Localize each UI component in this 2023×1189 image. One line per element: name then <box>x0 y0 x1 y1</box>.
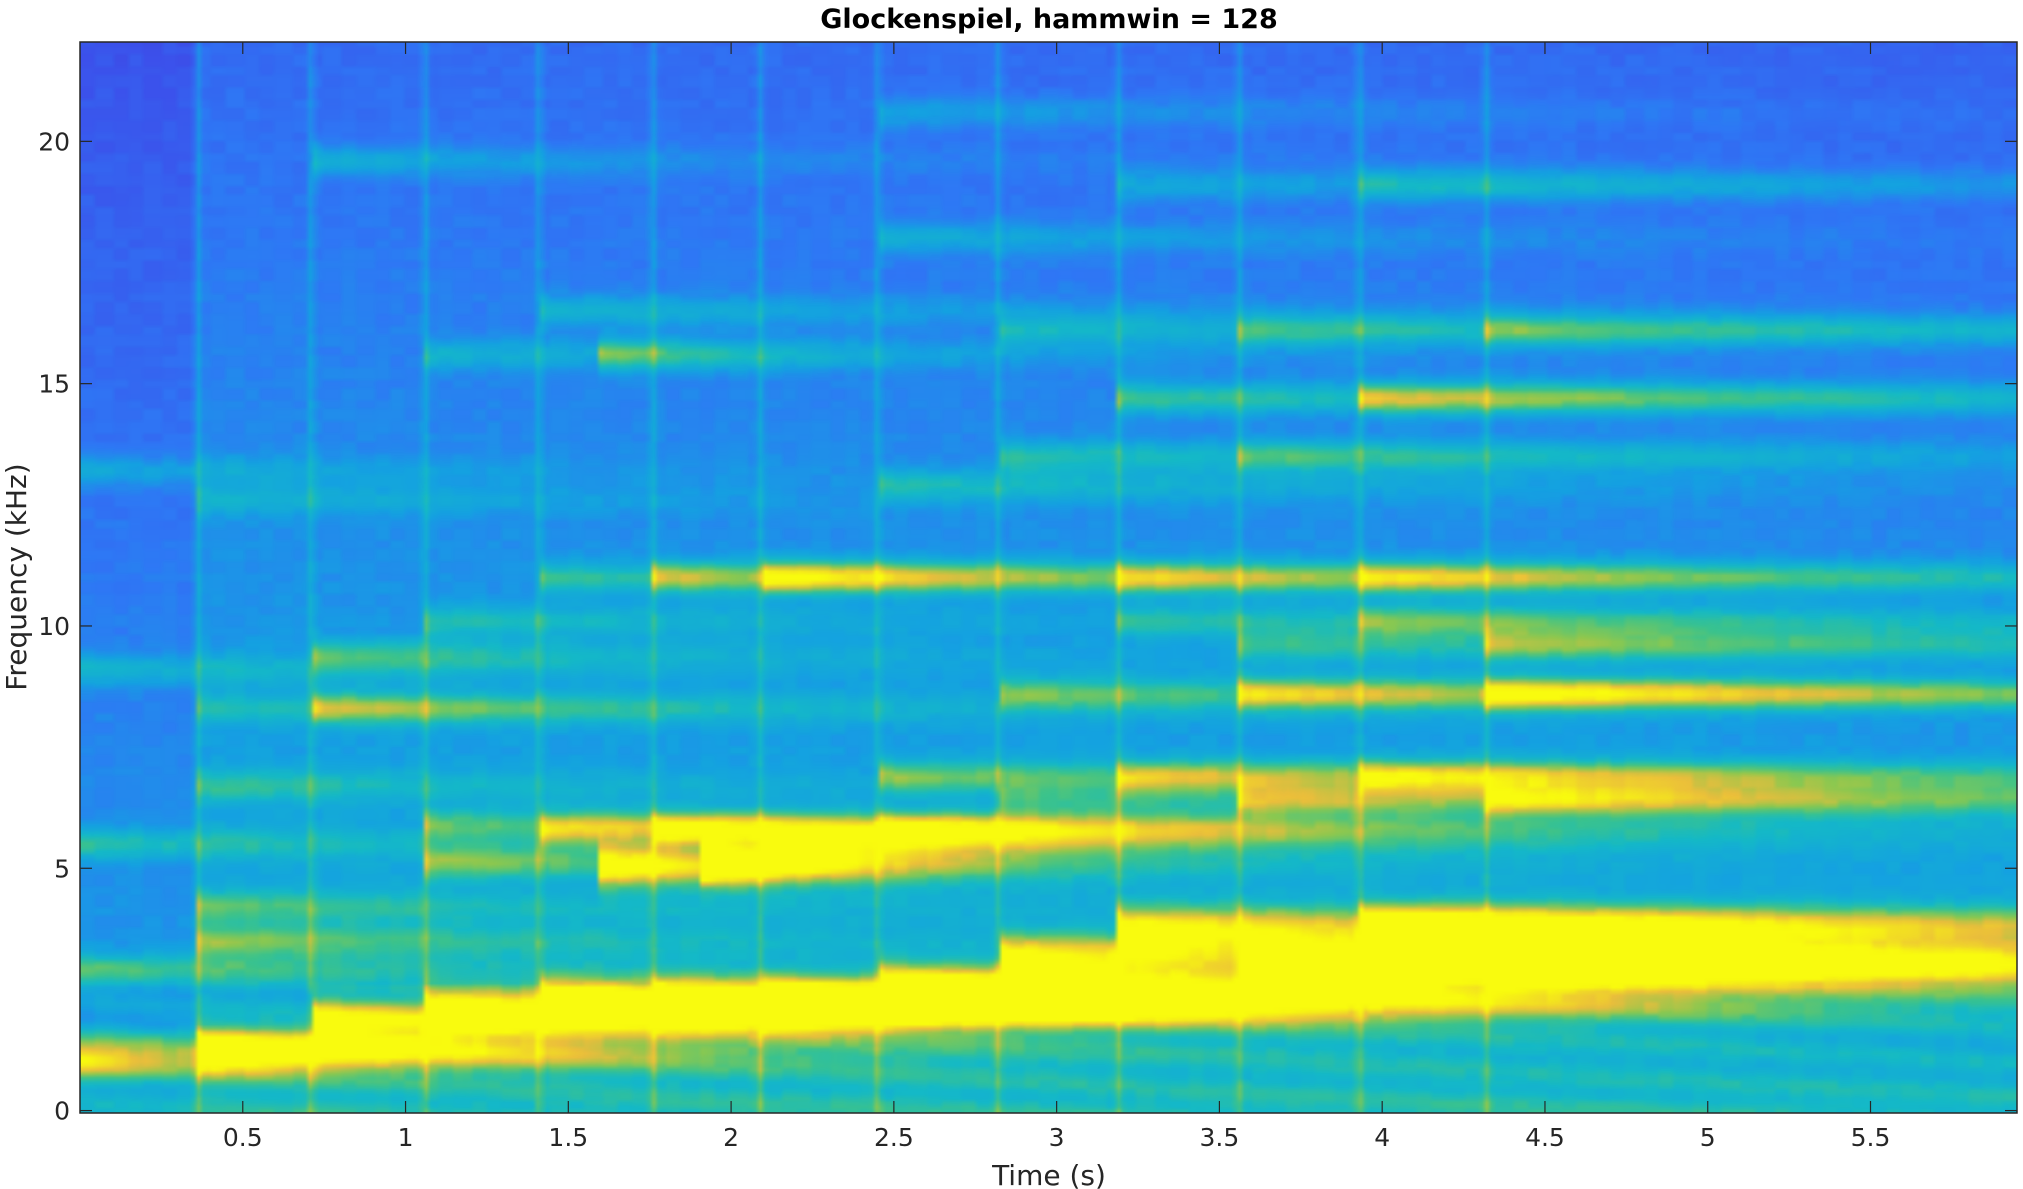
plot-frame <box>79 41 2018 1114</box>
x-axis-label: Time (s) <box>991 1159 1106 1189</box>
y-tick-label: 0 <box>54 1097 70 1126</box>
x-tick-label: 1 <box>398 1123 414 1152</box>
y-axis-ticks: 0 5 10 15 20 <box>38 127 2017 1126</box>
x-tick-label: 3.5 <box>1200 1123 1240 1152</box>
x-tick-label: 1.5 <box>548 1123 588 1152</box>
spectrogram-plot-area <box>80 42 2017 1113</box>
x-tick-label: 5 <box>1700 1123 1716 1152</box>
x-tick-label: 0.5 <box>223 1123 263 1152</box>
x-tick-label: 2 <box>723 1123 739 1152</box>
y-tick-label: 5 <box>54 854 70 883</box>
y-axis-label: Frequency (kHz) <box>0 463 33 690</box>
y-tick-label: 10 <box>38 612 70 641</box>
x-tick-label: 3 <box>1049 1123 1065 1152</box>
x-tick-label: 2.5 <box>874 1123 914 1152</box>
y-tick-label: 15 <box>38 370 70 399</box>
x-tick-label: 4 <box>1374 1123 1390 1152</box>
y-tick-label: 20 <box>38 127 70 156</box>
x-tick-label: 5.5 <box>1851 1123 1891 1152</box>
chart-title: Glockenspiel, hammwin = 128 <box>820 4 1278 35</box>
x-axis-ticks: 0.5 1 1.5 2 2.5 3 3.5 4 4.5 5 5.5 <box>223 42 1890 1152</box>
x-tick-label: 4.5 <box>1525 1123 1565 1152</box>
spectrogram-heatmap <box>80 42 2017 1113</box>
